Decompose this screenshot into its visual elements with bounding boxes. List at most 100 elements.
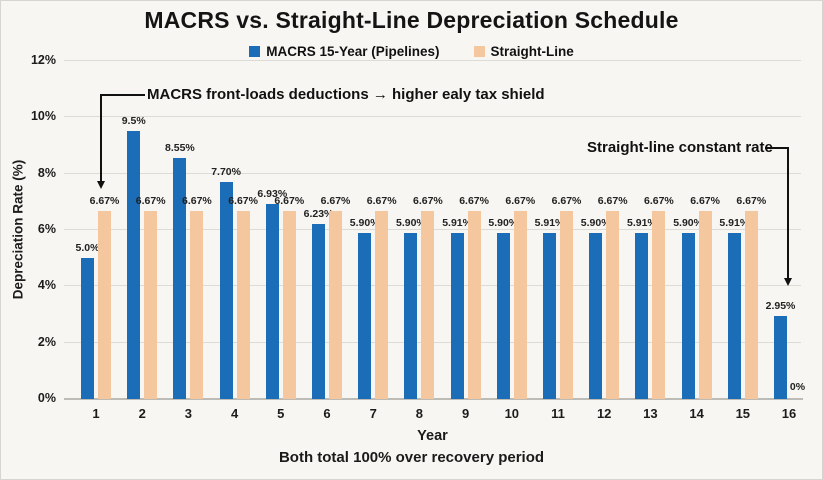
straightline-bar-year-3 bbox=[190, 211, 204, 399]
x-tick-label: 5 bbox=[277, 406, 285, 421]
x-tick-label: 7 bbox=[369, 406, 377, 421]
data-label: 6.67% bbox=[413, 195, 443, 208]
data-label: 5.0% bbox=[75, 242, 100, 255]
data-label: 5.90% bbox=[488, 216, 519, 229]
x-tick-label: 4 bbox=[230, 406, 239, 421]
x-tick-label: 1 bbox=[92, 406, 100, 421]
macrs-bar-year-15 bbox=[727, 232, 741, 399]
y-tick-label: 6% bbox=[37, 222, 56, 236]
macrs-bar-year-8 bbox=[404, 232, 418, 399]
down-arrow-icon bbox=[96, 181, 105, 189]
straightline-bar-year-6 bbox=[329, 211, 342, 399]
x-tick-label: 15 bbox=[735, 406, 751, 421]
x-tick-label: 9 bbox=[461, 406, 470, 421]
data-label: 5.91% bbox=[719, 216, 750, 229]
chart-footnote: Both total 100% over recovery period bbox=[278, 449, 545, 466]
macrs-callout-line bbox=[100, 94, 102, 181]
x-axis-title: Year bbox=[417, 428, 448, 444]
straightline-bar-year-10 bbox=[513, 211, 527, 399]
data-label: 6.67% bbox=[89, 195, 120, 208]
legend-item: MACRS 15-Year (Pipelines) bbox=[249, 44, 440, 59]
data-label: 5.90% bbox=[349, 216, 380, 229]
x-tick-label: 16 bbox=[781, 406, 797, 421]
data-label: 6.67% bbox=[320, 195, 351, 208]
straightline-callout-text: Straight-line constant rate bbox=[587, 139, 773, 156]
macrs-bar-year-3 bbox=[173, 158, 187, 399]
data-label: 6.93% bbox=[257, 187, 288, 200]
straightline-bar-year-11 bbox=[560, 211, 573, 399]
data-label: 6.67% bbox=[135, 195, 166, 208]
gridline bbox=[64, 116, 801, 118]
macrs-callout-text: MACRS front-loads deductions → higher ea… bbox=[147, 86, 545, 103]
data-label: 6.67% bbox=[505, 195, 536, 208]
data-label: 6.67% bbox=[182, 195, 212, 208]
straightline-bar-year-14 bbox=[698, 211, 712, 399]
data-label: 6.67% bbox=[644, 195, 674, 208]
y-tick-label: 8% bbox=[37, 165, 56, 180]
straightline-bar-year-9 bbox=[467, 211, 481, 399]
data-label: 7.70% bbox=[211, 166, 241, 179]
data-label: 6.67% bbox=[459, 195, 489, 208]
data-label: 6.67% bbox=[551, 195, 582, 208]
y-tick-label: 12% bbox=[30, 53, 56, 67]
x-tick-label: 2 bbox=[138, 406, 146, 421]
x-tick-label: 13 bbox=[643, 406, 658, 421]
chart-title: MACRS vs. Straight-Line Depreciation Sch… bbox=[144, 7, 679, 33]
x-tick-label: 8 bbox=[415, 406, 423, 421]
plot-area: 5.0% 6.67% 9.5% 6.67% 8.55% 6.67% 7.70% 6.67% 6.… bbox=[64, 60, 805, 400]
macrs-bar-year-16 bbox=[774, 315, 787, 399]
macrs-bar-year-6 bbox=[312, 223, 325, 399]
legend-item: Straight-Line bbox=[473, 44, 574, 59]
straightline-bar-year-7 bbox=[375, 211, 389, 399]
straightline-bar-year-12 bbox=[606, 211, 620, 399]
macrs-bar-year-7 bbox=[358, 232, 372, 399]
straightline-bar-year-4 bbox=[236, 211, 250, 399]
x-tick-label: 3 bbox=[184, 406, 192, 421]
macrs-bar-year-10 bbox=[496, 232, 510, 399]
data-label: 5.90% bbox=[673, 216, 703, 229]
gridline bbox=[64, 60, 801, 61]
data-label: 5.91% bbox=[627, 216, 657, 229]
y-tick-label: 0% bbox=[37, 391, 56, 405]
y-tick-label: 2% bbox=[37, 334, 56, 349]
x-tick-label: 14 bbox=[689, 406, 704, 421]
macrs-bar-year-9 bbox=[450, 232, 464, 399]
down-arrow-icon bbox=[783, 278, 792, 286]
macrs-bar-year-12 bbox=[589, 232, 603, 399]
data-label: 6.67% bbox=[736, 195, 767, 208]
macrs-bar-year-14 bbox=[681, 232, 695, 399]
legend-swatch-icon bbox=[249, 46, 261, 57]
x-tick-label: 6 bbox=[323, 406, 331, 421]
data-label: 6.67% bbox=[366, 195, 397, 208]
macrs-callout-line bbox=[100, 94, 145, 96]
macrs-bar-year-11 bbox=[543, 232, 556, 399]
data-label: 6.67% bbox=[597, 195, 628, 208]
data-label: 0% bbox=[789, 381, 806, 393]
data-label: 8.55% bbox=[165, 142, 195, 155]
straightline-bar-year-1 bbox=[98, 211, 111, 399]
legend-label: Straight-Line bbox=[490, 44, 574, 59]
legend-label: MACRS 15-Year (Pipelines) bbox=[266, 44, 440, 59]
straightline-callout-line bbox=[787, 147, 789, 278]
y-tick-label: 4% bbox=[37, 278, 56, 293]
macrs-bar-year-4 bbox=[219, 182, 233, 399]
data-label: 6.67% bbox=[228, 195, 258, 208]
data-label: 6.23% bbox=[303, 207, 334, 220]
macrs-bar-year-13 bbox=[635, 232, 649, 399]
data-label: 2.95% bbox=[765, 299, 796, 312]
y-tick-label: 10% bbox=[30, 109, 56, 124]
gridline bbox=[64, 172, 801, 174]
straightline-bar-year-5 bbox=[282, 211, 296, 399]
data-label: 6.67% bbox=[690, 195, 720, 208]
macrs-bar-year-5 bbox=[265, 203, 279, 399]
x-tick-label: 11 bbox=[551, 406, 565, 421]
straightline-callout-line bbox=[765, 147, 788, 149]
data-label: 5.90% bbox=[580, 216, 611, 229]
straightline-bar-year-2 bbox=[144, 211, 158, 399]
chart-legend: MACRS 15-Year (Pipelines) Straight-Line bbox=[1, 44, 822, 59]
macrs-bar-year-2 bbox=[127, 131, 141, 399]
x-axis-line bbox=[64, 398, 803, 400]
x-tick-label: 10 bbox=[504, 406, 520, 421]
straightline-bar-year-13 bbox=[652, 211, 666, 399]
